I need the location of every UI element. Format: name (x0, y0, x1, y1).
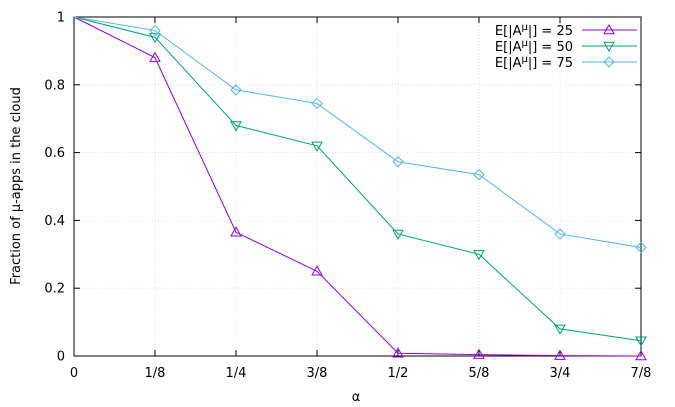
legend-label-base: E[|A (495, 24, 522, 39)
series-3 (73, 16, 647, 254)
y-tick-label: 0.8 (44, 78, 65, 93)
y-axis-title: Fraction of μ-apps in the cloud (9, 87, 24, 285)
y-tick-label: 0.4 (44, 214, 65, 229)
data-point (230, 121, 242, 132)
data-point (392, 156, 404, 168)
data-point (149, 33, 161, 44)
legend-label-tail: |] = 50 (528, 40, 573, 55)
y-tick-label: 0 (57, 350, 65, 365)
data-point (311, 141, 323, 152)
plot-border (73, 16, 642, 357)
legend-label-superscript: μ (521, 54, 528, 65)
data-point (635, 349, 647, 361)
legend-label-base: E[|A (495, 56, 522, 71)
x-tick-label: 1/8 (145, 366, 166, 381)
x-tick-label: 3/4 (550, 366, 571, 381)
data-point (473, 348, 485, 359)
series-1 (73, 16, 647, 361)
x-tick-label: 5/8 (469, 366, 490, 381)
data-point (149, 24, 161, 37)
data-point (603, 56, 615, 68)
data-point (554, 228, 566, 240)
x-tick-label: 7/8 (631, 366, 652, 381)
series-line (73, 16, 642, 357)
x-axis-title: α (352, 390, 361, 405)
data-point (635, 241, 647, 254)
data-point (554, 324, 566, 335)
data-point (473, 168, 485, 181)
data-point (311, 97, 323, 110)
y-tick-label: 0.6 (44, 146, 65, 161)
x-tick-label: 1/2 (388, 366, 409, 381)
y-tick-label: 1 (57, 11, 65, 26)
axis-ticks: 0 1/8 1/4 3/8 1/2 5/8 3/4 7/8 0 0.2 0.4 0.6 0.8 1 (44, 11, 651, 382)
data-point (603, 23, 615, 35)
legend-entry: E[|Aμ|] = 75 (495, 54, 637, 71)
data-point (635, 336, 647, 347)
legend-label-superscript: μ (521, 38, 528, 49)
legend-label-tail: |] = 75 (528, 56, 573, 71)
legend-label-tail: |] = 25 (528, 24, 573, 39)
data-point (473, 250, 485, 261)
data-point (392, 229, 404, 240)
data-point (149, 51, 161, 62)
series-line (73, 16, 642, 249)
series-2 (73, 16, 647, 347)
legend: E[|Aμ|] = 25E[|Aμ|] = 50E[|Aμ|] = 75 (495, 22, 637, 71)
x-tick-label: 1/4 (226, 366, 247, 381)
data-point (311, 265, 323, 276)
data-point (603, 41, 615, 53)
legend-label: E[|Aμ|] = 25 (495, 22, 573, 39)
x-tick-label: 3/8 (307, 366, 328, 381)
legend-label-base: E[|A (495, 40, 522, 55)
legend-entry: E[|Aμ|] = 50 (495, 38, 637, 55)
series-lines (73, 16, 647, 361)
legend-label: E[|Aμ|] = 75 (495, 54, 573, 71)
data-point (230, 84, 242, 96)
data-point (392, 347, 404, 358)
y-tick-label: 0.2 (44, 282, 65, 297)
legend-label: E[|Aμ|] = 50 (495, 38, 573, 55)
plot-frame (73, 16, 642, 357)
series-line (73, 16, 642, 342)
legend-label-superscript: μ (521, 22, 528, 33)
data-point (230, 226, 242, 237)
legend-entry: E[|Aμ|] = 25 (495, 22, 637, 39)
data-point (554, 349, 566, 360)
x-tick-label: 0 (70, 366, 78, 381)
